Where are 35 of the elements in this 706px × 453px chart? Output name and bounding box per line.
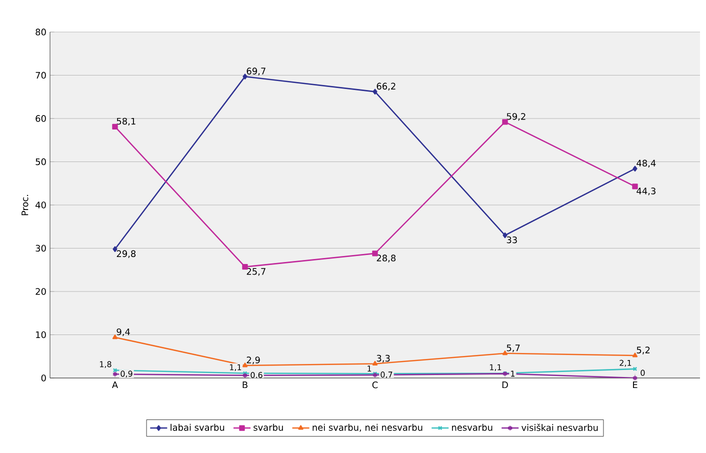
legend-label: svarbu bbox=[254, 424, 283, 431]
data-label: 3,3 bbox=[376, 354, 390, 363]
data-label: 9,4 bbox=[116, 328, 130, 336]
y-tick-label: 80 bbox=[36, 28, 46, 36]
data-label: 69,7 bbox=[246, 68, 266, 76]
data-label: 48,4 bbox=[636, 160, 656, 168]
y-tick-label: 50 bbox=[36, 158, 46, 166]
y-axis-title: Proc. bbox=[22, 194, 28, 216]
data-label: 59,2 bbox=[506, 113, 526, 121]
x-tick-label: B bbox=[242, 382, 248, 388]
legend-label: nesvarbu bbox=[452, 424, 492, 431]
y-tick-label: 30 bbox=[36, 244, 46, 252]
data-label: 44,3 bbox=[636, 188, 656, 196]
y-tick-label: 60 bbox=[36, 115, 46, 122]
y-tick-label: 70 bbox=[36, 72, 46, 79]
data-label: 5,2 bbox=[636, 346, 650, 354]
y-tick-label: 10 bbox=[36, 331, 46, 338]
data-label: 33 bbox=[506, 236, 517, 244]
data-label: 25,7 bbox=[246, 268, 266, 276]
x-tick-label: A bbox=[112, 382, 118, 388]
data-label: 2,9 bbox=[246, 356, 260, 364]
legend-label: nei svarbu, nei nesvarbu bbox=[312, 424, 422, 432]
data-label: 28,8 bbox=[376, 254, 396, 262]
y-tick-label: 40 bbox=[36, 202, 46, 208]
legend-label: visiškai nesvarbu bbox=[522, 424, 598, 431]
y-tick-label: 0 bbox=[41, 374, 46, 382]
x-tick-label: C bbox=[372, 382, 378, 388]
y-tick-label: 20 bbox=[36, 288, 46, 295]
legend-label: labai svarbu bbox=[170, 424, 224, 431]
data-label: 5,7 bbox=[506, 344, 520, 352]
x-tick-label: E bbox=[633, 382, 638, 388]
data-label: 58,1 bbox=[116, 118, 136, 126]
x-tick-label: D bbox=[502, 382, 508, 388]
data-label: 66,2 bbox=[376, 82, 396, 90]
data-label: 29,8 bbox=[116, 250, 136, 258]
